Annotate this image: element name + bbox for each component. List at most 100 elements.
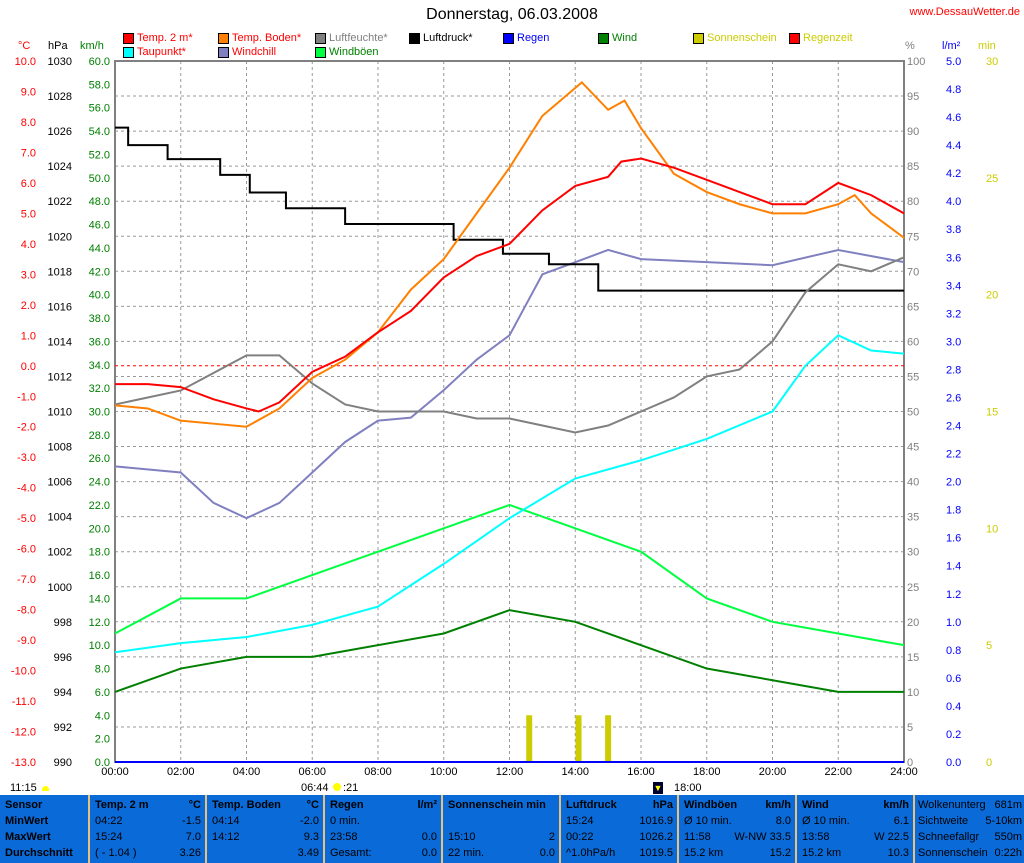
- stats-table: Sensor MinWert MaxWert Durchschnitt Temp. 2 …: [0, 795, 1024, 863]
- y-tick-label-kmh: 44.0: [89, 243, 110, 255]
- sunset-time: 18:00: [674, 782, 702, 794]
- stats-row: 14:12 9.3: [212, 829, 319, 845]
- y-tick-label-lm2: 2.8: [946, 364, 961, 376]
- legend-item: Luftfeuchte*: [315, 32, 388, 44]
- legend-label: Wind: [612, 32, 638, 44]
- legend-swatch: [315, 46, 326, 58]
- y-tick-label-lm2: 1.0: [946, 617, 961, 629]
- stats-row: Temp. Boden °C: [212, 797, 319, 813]
- stats-label: ^1.0hPa/h: [566, 847, 616, 859]
- site-link[interactable]: www.DessauWetter.de: [909, 6, 1020, 18]
- legend-swatch: [315, 32, 326, 44]
- x-tick-label: 04:00: [233, 766, 261, 778]
- stats-column: Regen l/m² 0 min. 23:58 0.0 Gesamt: 0.0: [323, 795, 441, 863]
- stats-label: 00:22: [566, 831, 594, 843]
- legend-item: Temp. 2 m*: [123, 32, 193, 44]
- legend-label: Windböen: [329, 46, 379, 58]
- y-tick-label-lm2: 4.0: [946, 196, 961, 208]
- legend-label: Temp. Boden*: [232, 32, 302, 44]
- stats-value: -1.5: [182, 815, 201, 827]
- stats-row: Ø 10 min. 8.0: [684, 813, 791, 829]
- legend-item: Windböen: [315, 46, 379, 58]
- y-tick-label-lm2: 4.8: [946, 84, 961, 96]
- legend-item: Regen: [503, 32, 549, 44]
- stats-label: 15.2 km: [684, 847, 724, 859]
- stats-label: Durchschnitt: [5, 847, 73, 859]
- stats-row: [448, 813, 555, 829]
- stats-row: Temp. 2 m °C: [95, 797, 201, 813]
- stats-row: ^1.0hPa/h 1019.5: [566, 845, 673, 861]
- y-tick-label-lm2: 2.0: [946, 477, 961, 489]
- y-tick-label-c: -5.0: [17, 513, 36, 525]
- y-tick-label-lm2: 4.2: [946, 168, 961, 180]
- stats-value: W 22.5: [874, 831, 909, 843]
- x-tick-label: 16:00: [627, 766, 655, 778]
- y-tick-label-c: -13.0: [11, 757, 36, 769]
- stats-label: Wolkenunterg: [918, 799, 986, 811]
- y-tick-label-lm2: 4.4: [946, 140, 961, 152]
- y-tick-label-c: -8.0: [17, 605, 36, 617]
- y-tick-label-kmh: 20.0: [89, 523, 110, 535]
- y-tick-label-lm2: 2.4: [946, 421, 961, 433]
- y-tick-label-lm2: 2.2: [946, 449, 961, 461]
- stats-row: Sonnenschein 0:22h: [918, 845, 1022, 861]
- x-tick-label: 24:00: [890, 766, 918, 778]
- y-tick-label-pct: 25: [907, 582, 919, 594]
- y-tick-label-kmh: 14.0: [89, 593, 110, 605]
- y-tick-label-c: -3.0: [17, 452, 36, 464]
- sunshine-bar: [575, 715, 582, 762]
- y-tick-label-hpa: 1008: [48, 442, 72, 454]
- y-tick-label-pct: 90: [907, 126, 919, 138]
- y-tick-label-min: 15: [986, 407, 998, 419]
- legend-label: Windchill: [232, 46, 277, 58]
- y-tick-label-c: 4.0: [21, 239, 36, 251]
- y-tick-label-c: -10.0: [11, 666, 36, 678]
- y-tick-label-hpa: 1028: [48, 91, 72, 103]
- stats-value: km/h: [883, 799, 909, 811]
- y-tick-label-pct: 15: [907, 652, 919, 664]
- y-tick-label-kmh: 60.0: [89, 56, 110, 68]
- stats-column: Windböen km/h Ø 10 min. 8.0 11:58 W-NW 33.5 15…: [677, 795, 795, 863]
- y-tick-label-min: 25: [986, 173, 998, 185]
- legend-label: Regenzeit: [803, 32, 853, 44]
- legend-item: Taupunkt*: [123, 46, 186, 58]
- y-tick-label-hpa: 1026: [48, 126, 72, 138]
- y-tick-label-min: 5: [986, 640, 992, 652]
- stats-value: 7.0: [185, 831, 201, 843]
- legend-swatch: [409, 32, 420, 44]
- y-tick-label-c: 3.0: [21, 269, 36, 281]
- stats-row: Gesamt: 0.0: [330, 845, 437, 861]
- stats-label: Wind: [802, 799, 829, 811]
- y-tick-label-pct: 70: [907, 266, 919, 278]
- stats-label: Temp. 2 m: [95, 799, 149, 811]
- stats-value: 15.2: [769, 847, 791, 859]
- y-tick-label-kmh: 16.0: [89, 570, 110, 582]
- y-tick-label-pct: 35: [907, 512, 919, 524]
- legend-item: Temp. Boden*: [218, 32, 301, 44]
- stats-value: °C: [306, 799, 319, 811]
- y-tick-label-lm2: 3.6: [946, 252, 961, 264]
- stats-row: 23:58 0.0: [330, 829, 437, 845]
- y-tick-label-pct: 5: [907, 722, 913, 734]
- y-tick-label-kmh: 12.0: [89, 617, 110, 629]
- y-tick-label-kmh: 2.0: [95, 734, 110, 746]
- sunshine-bar: [526, 715, 533, 762]
- stats-row: MaxWert: [5, 829, 84, 845]
- x-tick-label: 08:00: [364, 766, 392, 778]
- stats-row: 15:24 1016.9: [566, 813, 673, 829]
- unit-percent: %: [905, 40, 915, 52]
- y-tick-label-lm2: 1.4: [946, 561, 961, 573]
- stats-value: 10.3: [887, 847, 909, 859]
- stats-column: Sonnenschein min 15:10 2 22 min. 0.0: [441, 795, 559, 863]
- stats-row: Ø 10 min. 6.1: [802, 813, 909, 829]
- stats-row: Sonnenschein min: [448, 797, 555, 813]
- stats-label: Temp. Boden: [212, 799, 281, 811]
- y-tick-label-hpa: 1022: [48, 196, 72, 208]
- legend-label: Sonnenschein: [707, 32, 777, 44]
- y-tick-label-hpa: 1014: [48, 336, 72, 348]
- stats-label: 11:58: [684, 831, 711, 843]
- stats-value: hPa: [652, 799, 673, 811]
- stats-label: 0 min.: [330, 815, 360, 827]
- y-tick-label-pct: 65: [907, 301, 919, 313]
- y-tick-label-kmh: 22.0: [89, 500, 110, 512]
